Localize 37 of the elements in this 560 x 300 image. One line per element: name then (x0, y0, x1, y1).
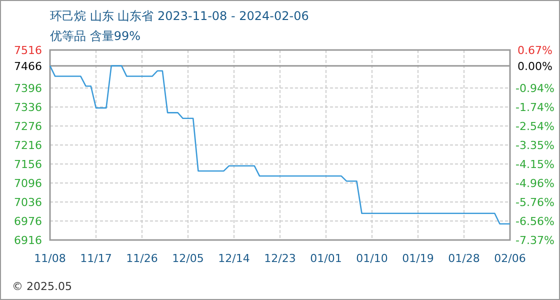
y-tick-label: 7516 (14, 44, 42, 57)
y2-tick-label: -0.94% (516, 82, 554, 96)
y-tick-label: 7156 (14, 158, 42, 171)
x-tick-label: 01/01 (310, 252, 342, 265)
y2-tick-label: -4.96% (516, 177, 554, 190)
text: © 2025.05 (12, 280, 72, 293)
y2-tick-label: -1.74% (516, 100, 554, 114)
x-tick-label: 01/10 (356, 252, 388, 265)
y2-tick-label: 0.67% (518, 44, 552, 57)
y-tick-label: 7096 (14, 177, 42, 190)
y2-tick-label: -3.35% (516, 139, 554, 152)
y-tick-label: 7336 (14, 101, 42, 114)
x-tick-label: 12/23 (264, 252, 296, 265)
x-tick-label: 01/19 (402, 252, 434, 265)
y-tick-label: 7276 (14, 120, 42, 133)
y-tick-label: 7216 (14, 139, 42, 152)
x-tick-label: 11/08 (34, 252, 66, 265)
x-tick-label: 11/26 (126, 252, 158, 265)
chart-subtitle: 优等品 含量99% (50, 29, 140, 43)
x-tick-label: 12/05 (172, 252, 204, 265)
y-tick-label: 7036 (14, 196, 42, 209)
y-tick-label: 7396 (14, 82, 42, 95)
y2-tick-label: -7.37% (516, 234, 554, 247)
y-tick-label: 6976 (14, 215, 42, 228)
line-series (49, 65, 511, 224)
y2-tick-label: -5.76% (516, 196, 554, 209)
x-tick-label: 11/17 (80, 252, 112, 265)
y2-tick-label: -2.54% (516, 120, 554, 133)
y-tick-label: 7466 (14, 60, 42, 73)
y2-tick-label: 0.00% (518, 60, 552, 73)
chart-title: 环己烷 山东 山东省 2023-11-08 - 2024-02-06 (50, 9, 309, 23)
y2-tick-label: -6.56% (516, 214, 554, 228)
y-tick-label: 6916 (14, 234, 42, 247)
x-tick-label: 01/28 (448, 252, 480, 265)
x-tick-label: 12/14 (218, 252, 250, 265)
y2-tick-label: -4.15% (516, 158, 554, 171)
x-tick-label: 02/06 (494, 252, 526, 265)
